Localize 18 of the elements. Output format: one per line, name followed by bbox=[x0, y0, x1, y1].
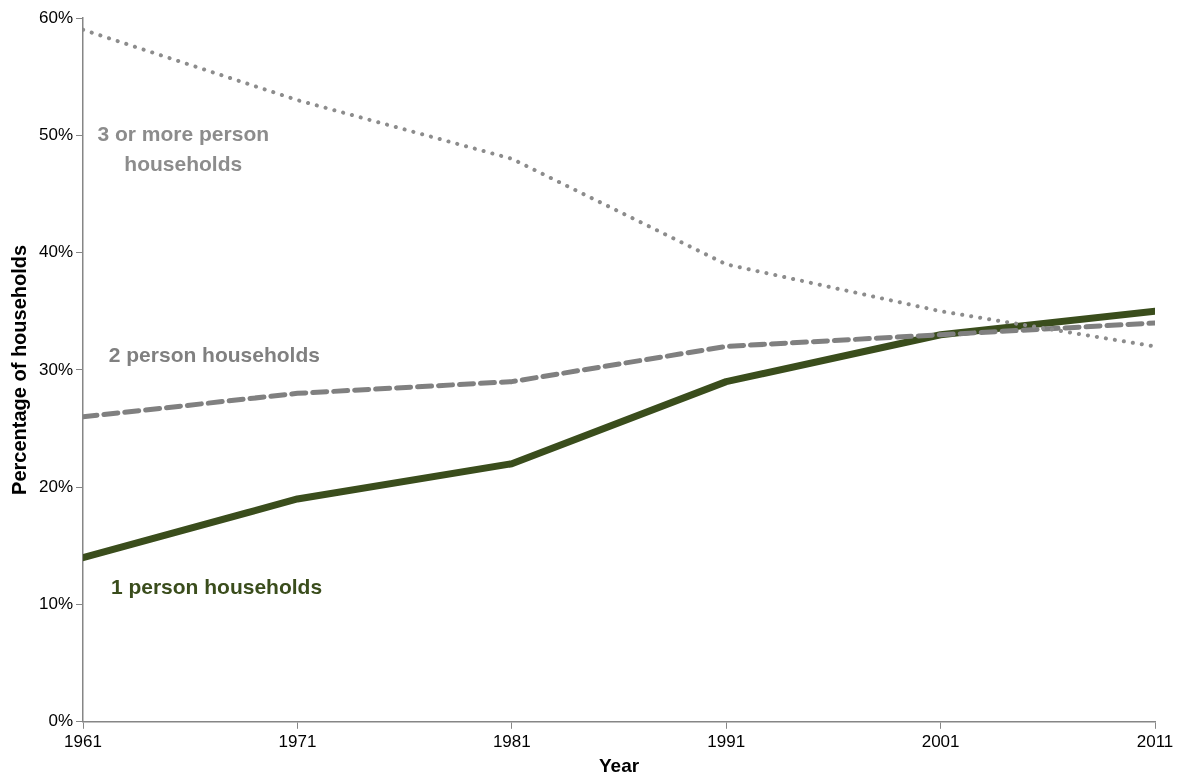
x-tick-label: 2001 bbox=[921, 731, 960, 751]
y-axis-title: Percentage of households bbox=[7, 244, 30, 495]
series-label: 1 person households bbox=[110, 574, 323, 598]
y-tick-label: 10% bbox=[38, 594, 74, 614]
x-axis-title: Year bbox=[598, 754, 640, 776]
y-tick-label: 50% bbox=[38, 124, 74, 144]
y-tick-label: 0% bbox=[48, 711, 74, 731]
x-tick-label: 1961 bbox=[64, 731, 102, 751]
y-tick-label: 30% bbox=[38, 359, 74, 379]
x-tick-label: 1981 bbox=[492, 731, 531, 751]
series-label: 3 or more person households bbox=[97, 121, 270, 175]
series-label: 2 person households bbox=[108, 343, 320, 367]
x-tick-label: 1971 bbox=[278, 731, 317, 751]
y-tick-label: 60% bbox=[38, 7, 74, 27]
y-tick-label: 20% bbox=[38, 476, 74, 496]
x-tick-label: 1991 bbox=[707, 731, 746, 751]
x-tick-label: 2011 bbox=[1136, 731, 1174, 751]
y-tick-label: 40% bbox=[38, 242, 74, 262]
